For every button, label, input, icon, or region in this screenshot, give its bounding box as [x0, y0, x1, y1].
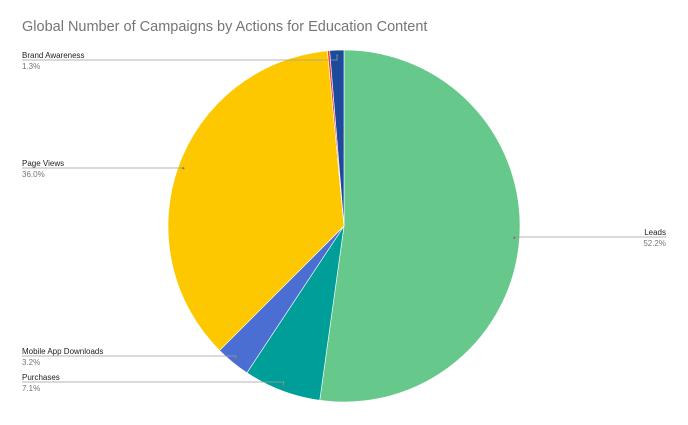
leader-dot-purchases: [282, 384, 285, 387]
pie-slice-brand-awareness: [329, 49, 345, 227]
leader-dot-brand-awareness: [335, 54, 339, 57]
slice-label-mobile-app-downloads: Mobile App Downloads: [22, 347, 103, 356]
leader-line-mobile-app-downloads: [22, 355, 237, 359]
slice-percent-leads: 52.2%: [643, 239, 666, 248]
leader-line-leads: [513, 236, 666, 238]
leader-line-brand-awareness: [22, 55, 338, 61]
leader-dot-page-views: [182, 167, 185, 170]
pie-slice-leads: [319, 49, 521, 403]
slice-label-purchases: Purchases: [22, 373, 60, 382]
leader-dot-leads: [513, 236, 516, 239]
slice-label-leads: Leads: [644, 228, 666, 237]
slice-percent-brand-awareness: 1.3%: [22, 62, 40, 71]
leader-dot-mobile-app-downloads: [234, 357, 238, 360]
slice-percent-mobile-app-downloads: 3.2%: [22, 358, 40, 367]
chart-title: Global Number of Campaigns by Actions fo…: [22, 19, 428, 35]
slice-label-brand-awareness: Brand Awareness: [22, 51, 85, 60]
pie-slice-page-views: [167, 50, 345, 351]
slice-label-page-views: Page Views: [22, 159, 64, 168]
leader-line-purchases: [22, 381, 285, 386]
slice-percent-purchases: 7.1%: [22, 384, 40, 393]
slice-percent-page-views: 36.0%: [22, 170, 45, 179]
